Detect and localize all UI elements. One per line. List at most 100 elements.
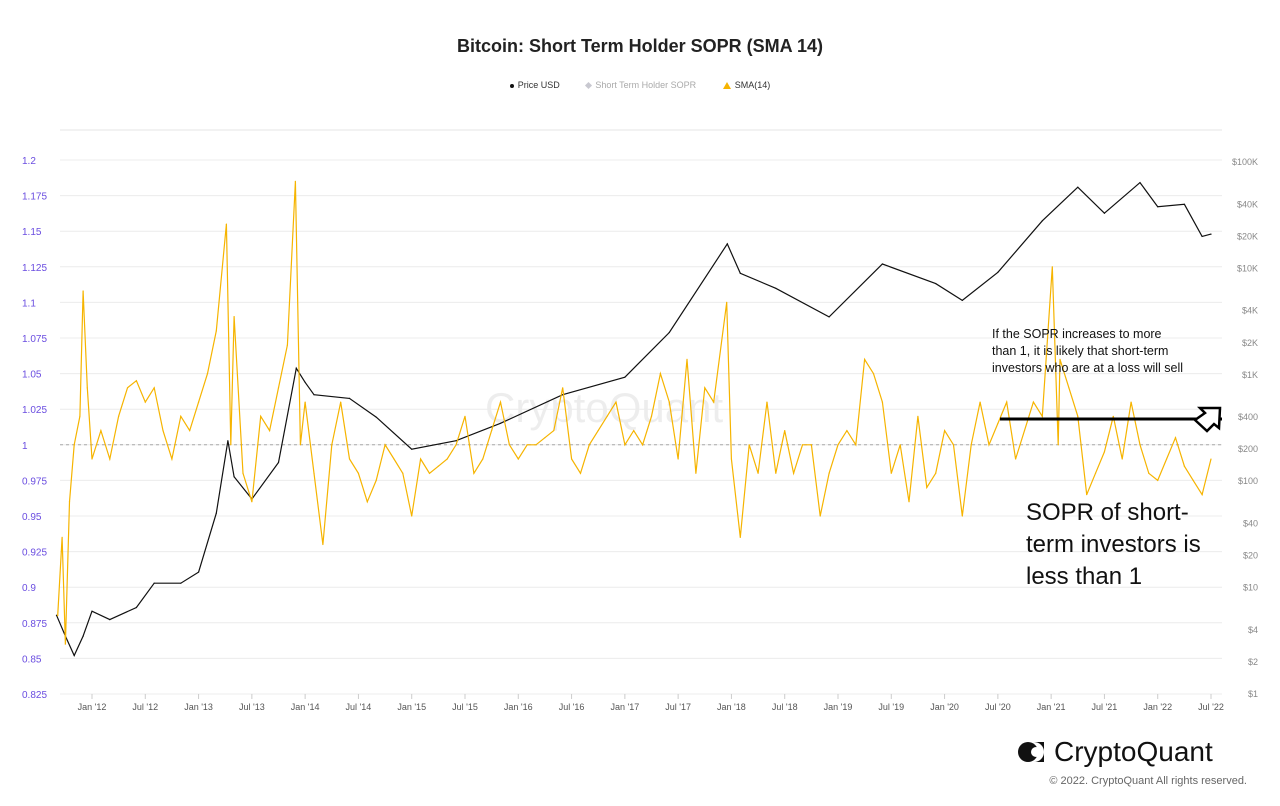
x-tick-label: Jul '12 [132,702,158,712]
data-point [997,422,999,425]
data-point [828,316,830,318]
data-point [775,472,777,474]
left-tick-label: 1 [22,441,28,452]
legend-item-sma[interactable]: SMA(14) [722,80,770,90]
data-point [1094,472,1097,474]
data-point [801,444,804,446]
data-point [277,461,280,464]
data-point [1059,358,1061,360]
data-point [61,536,63,538]
x-tick-label: Jan '21 [1037,702,1066,712]
data-point [79,415,81,417]
data-point [1183,465,1185,467]
x-tick-label: Jul '20 [985,702,1011,712]
data-point [411,448,413,450]
triangle-marker-icon [722,82,731,90]
data-point [375,479,377,481]
data-point [943,429,946,432]
chart-title: Bitcoin: Short Term Holder SOPR (SMA 14) [456,36,824,56]
data-point [970,444,972,446]
x-tick-label: Jul '18 [772,702,798,712]
left-tick-label: 1.075 [22,334,47,345]
data-point [189,429,191,432]
data-point [997,271,999,273]
data-point [713,401,715,403]
data-point [739,272,741,274]
data-point [1192,479,1194,481]
data-point [1201,235,1203,237]
data-point [109,619,111,621]
left-tick-label: 1.025 [22,405,47,416]
right-tick-label: $10K [1237,263,1258,273]
data-point [455,444,457,446]
left-tick-label: 0.95 [22,512,42,523]
right-tick-label: $2K [1242,338,1258,348]
left-tick-label: 1.05 [22,370,42,381]
data-point [899,444,901,446]
data-point [766,401,768,403]
data-point [952,444,955,446]
data-point [162,429,164,432]
data-point [837,444,839,446]
data-point [118,415,120,417]
data-point [1139,182,1141,184]
data-point [473,472,475,474]
x-tick-label: Jul '22 [1198,702,1224,712]
data-point [1041,220,1043,222]
data-point [650,415,653,417]
data-point [1051,266,1053,268]
data-point [299,444,302,446]
data-point [881,263,884,265]
data-point [419,458,422,460]
circle-marker-icon [509,83,514,88]
arrow-icon [1193,406,1222,433]
data-point [1201,494,1203,496]
data-point [197,571,200,573]
data-point [499,401,502,403]
legend: Price USD Short Term Holder SOPR SMA(14) [0,80,1280,90]
data-point [739,536,741,538]
data-point [1174,437,1177,439]
data-point [135,606,138,609]
data-point [82,635,84,637]
right-tick-label: $20K [1237,231,1258,241]
data-point [73,654,75,657]
data-point [1210,233,1212,235]
data-point [64,643,66,645]
data-point [668,401,670,403]
left-tick-label: 1.15 [22,227,42,238]
data-point [73,444,75,446]
x-tick-label: Jan '12 [78,702,107,712]
data-point [606,415,608,417]
data-point [597,429,599,432]
data-point [1023,429,1026,432]
x-tick-label: Jul '16 [559,702,585,712]
right-tick-label: $100 [1238,476,1258,486]
right-tick-label: $4 [1248,625,1258,635]
data-point [1103,451,1106,453]
data-point [366,501,368,503]
data-point [227,440,229,442]
x-tick-label: Jul '14 [346,702,372,712]
legend-item-price[interactable]: Price USD [509,80,560,90]
data-point [1157,479,1159,481]
data-point [109,458,111,460]
data-point [1077,415,1079,417]
data-point [890,472,892,474]
data-point [482,458,484,460]
data-point [348,458,351,460]
x-tick-label: Jul '17 [665,702,691,712]
data-point [393,458,395,460]
data-point [82,290,84,292]
data-point [881,401,884,403]
legend-item-sopr[interactable]: Short Term Holder SOPR [585,80,696,90]
data-point [1068,387,1070,389]
data-point [775,287,777,289]
data-point [68,501,71,503]
data-point [1086,494,1088,496]
data-point [730,458,733,460]
data-point [126,387,129,389]
logo-text: CryptoQuant [1054,736,1213,767]
data-point [1165,458,1168,460]
data-point [935,472,937,474]
